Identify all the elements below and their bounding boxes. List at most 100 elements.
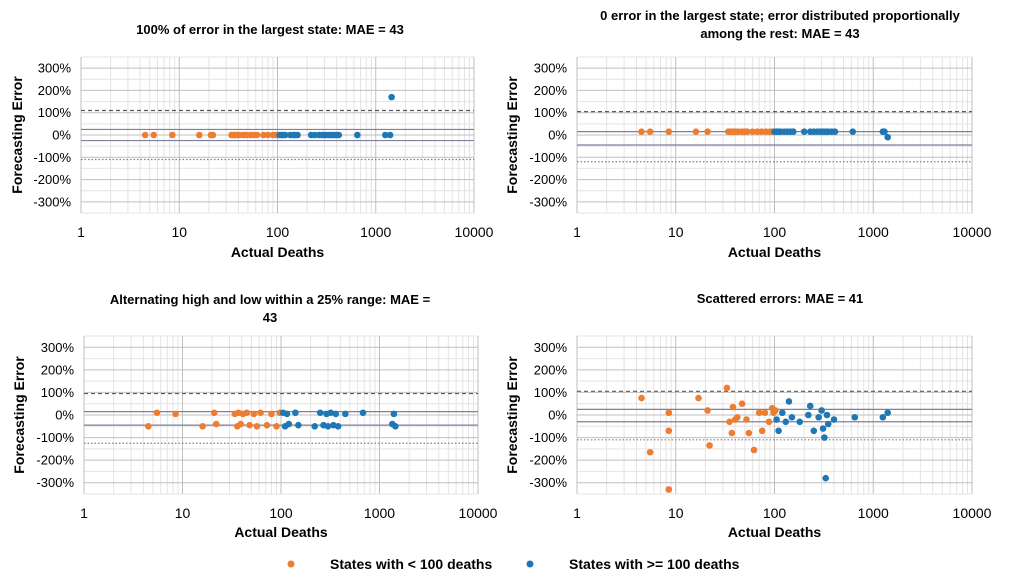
data-point <box>796 418 804 426</box>
x-tick-labels: 1 10 100 1000 10000 <box>573 505 992 521</box>
data-point <box>264 131 272 139</box>
legend-marker <box>526 560 534 568</box>
x-tick-label: 100 <box>266 224 290 240</box>
data-point <box>824 420 832 428</box>
data-point <box>196 131 203 139</box>
data-point <box>750 446 758 454</box>
data-point <box>815 413 822 421</box>
data-point <box>285 420 293 428</box>
y-tick-label: 200% <box>534 83 568 98</box>
x-tick-label: 10 <box>171 224 187 240</box>
y-tick-label: 300% <box>41 340 75 355</box>
data-point <box>169 131 176 139</box>
data-point <box>354 131 361 139</box>
y-tick-label: 200% <box>534 362 568 377</box>
data-point <box>141 131 149 139</box>
x-tick-label: 1000 <box>364 505 395 521</box>
data-point <box>728 429 736 437</box>
data-point <box>879 413 887 421</box>
data-point <box>733 413 741 421</box>
data-point <box>638 394 645 402</box>
y-tick-label: -100% <box>33 150 71 165</box>
y-tick-labels: 300% 200% 100% 0% -100% -200% -300% <box>529 61 567 210</box>
y-tick-label: -300% <box>529 475 567 490</box>
data-point <box>831 128 839 135</box>
y-tick-label: -100% <box>529 430 567 445</box>
data-point <box>253 422 261 430</box>
chart-title: 0 error in the largest state; error dist… <box>600 8 961 41</box>
data-point <box>749 128 756 135</box>
data-point <box>263 421 271 429</box>
data-point <box>775 427 782 435</box>
data-point <box>209 131 217 139</box>
data-point <box>253 131 261 139</box>
data-point <box>273 422 280 430</box>
x-tick-labels: 1 10 100 1000 10000 <box>80 505 498 521</box>
legend-label: States with < 100 deaths <box>330 556 492 572</box>
x-tick-label: 1 <box>573 224 581 240</box>
series-under-100 <box>638 128 776 135</box>
data-point <box>818 407 825 414</box>
x-tick-label: 1 <box>573 505 581 521</box>
x-tick-label: 10 <box>175 505 191 521</box>
x-tick-label: 10 <box>668 505 684 521</box>
data-point <box>257 409 264 417</box>
y-axis-label: Forecasting Error <box>9 76 25 194</box>
data-point <box>695 394 702 402</box>
data-point <box>789 128 797 135</box>
series-under-100 <box>638 384 779 493</box>
y-tick-label: 0% <box>548 128 567 143</box>
chart-title-line: 100% of error in the largest state: MAE … <box>136 22 404 37</box>
y-tick-label: 100% <box>534 385 568 400</box>
data-point <box>638 128 645 135</box>
data-point <box>773 416 780 423</box>
data-point <box>884 133 891 141</box>
x-tick-label: 1000 <box>858 224 889 240</box>
y-tick-label: 300% <box>534 340 568 355</box>
data-point <box>153 409 161 417</box>
charts: 300% 200% 100% 0% -100% -200% -300% 1 10 100 1000 1… <box>9 8 992 540</box>
data-point <box>646 448 654 456</box>
chart-title-line: Scattered errors: MAE = 41 <box>697 291 864 306</box>
series-100-plus <box>279 409 399 430</box>
data-point <box>800 128 808 135</box>
x-tick-label: 1 <box>80 505 88 521</box>
data-point <box>292 409 299 417</box>
data-point <box>822 474 830 482</box>
reference-lines <box>81 109 474 161</box>
chart-title-line: 43 <box>263 310 277 325</box>
data-point <box>810 427 818 435</box>
data-point <box>743 416 750 423</box>
x-tick-label: 100 <box>763 224 787 240</box>
data-point <box>738 400 746 408</box>
major-gridlines <box>83 336 479 494</box>
data-point <box>327 409 335 417</box>
legend: States with < 100 deaths States with >= 1… <box>287 556 740 572</box>
x-tick-label: 100 <box>763 505 787 521</box>
data-point <box>283 410 291 418</box>
chart-title-line: 0 error in the largest state; error dist… <box>600 8 961 23</box>
data-point <box>386 131 394 139</box>
data-point <box>359 409 367 417</box>
data-point <box>199 422 206 430</box>
chart-2: 300%200%100%0%-100%-200%-300%1 10 100 1000 1… <box>504 8 992 260</box>
data-point <box>145 422 152 430</box>
data-point <box>246 421 253 429</box>
y-tick-label: -100% <box>36 430 74 445</box>
major-gridlines <box>576 57 973 213</box>
y-tick-label: -200% <box>36 453 74 468</box>
chart-title-line: among the rest: MAE = 43 <box>700 26 859 41</box>
x-tick-label: 10000 <box>455 224 494 240</box>
data-point <box>779 409 786 417</box>
data-point <box>704 128 711 135</box>
data-point <box>342 410 349 418</box>
y-tick-label: -200% <box>529 172 567 187</box>
data-point <box>150 131 158 139</box>
y-tick-label: -100% <box>529 150 567 165</box>
x-tick-labels: 1 10 100 1000 10000 <box>77 224 494 240</box>
legend-item: States with < 100 deaths <box>287 556 492 572</box>
data-point <box>772 407 779 414</box>
data-point <box>311 422 319 430</box>
chart-title: Scattered errors: MAE = 41 <box>697 291 864 306</box>
